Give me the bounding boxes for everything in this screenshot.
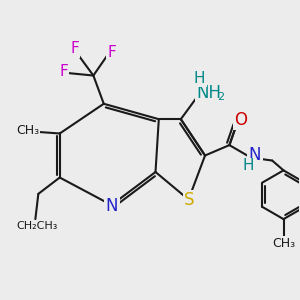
Text: F: F bbox=[59, 64, 68, 80]
Text: O: O bbox=[234, 111, 247, 129]
Text: CH₃: CH₃ bbox=[272, 237, 295, 250]
Text: S: S bbox=[184, 191, 194, 209]
Text: CH₃: CH₃ bbox=[16, 124, 39, 137]
Text: H: H bbox=[194, 71, 205, 86]
Text: NH: NH bbox=[196, 84, 221, 102]
Text: F: F bbox=[108, 45, 116, 60]
Text: 2: 2 bbox=[217, 92, 224, 103]
Text: F: F bbox=[70, 41, 79, 56]
Text: N: N bbox=[249, 146, 261, 164]
Text: H: H bbox=[242, 158, 254, 173]
Text: N: N bbox=[106, 196, 118, 214]
Text: CH₂CH₃: CH₂CH₃ bbox=[16, 221, 58, 231]
